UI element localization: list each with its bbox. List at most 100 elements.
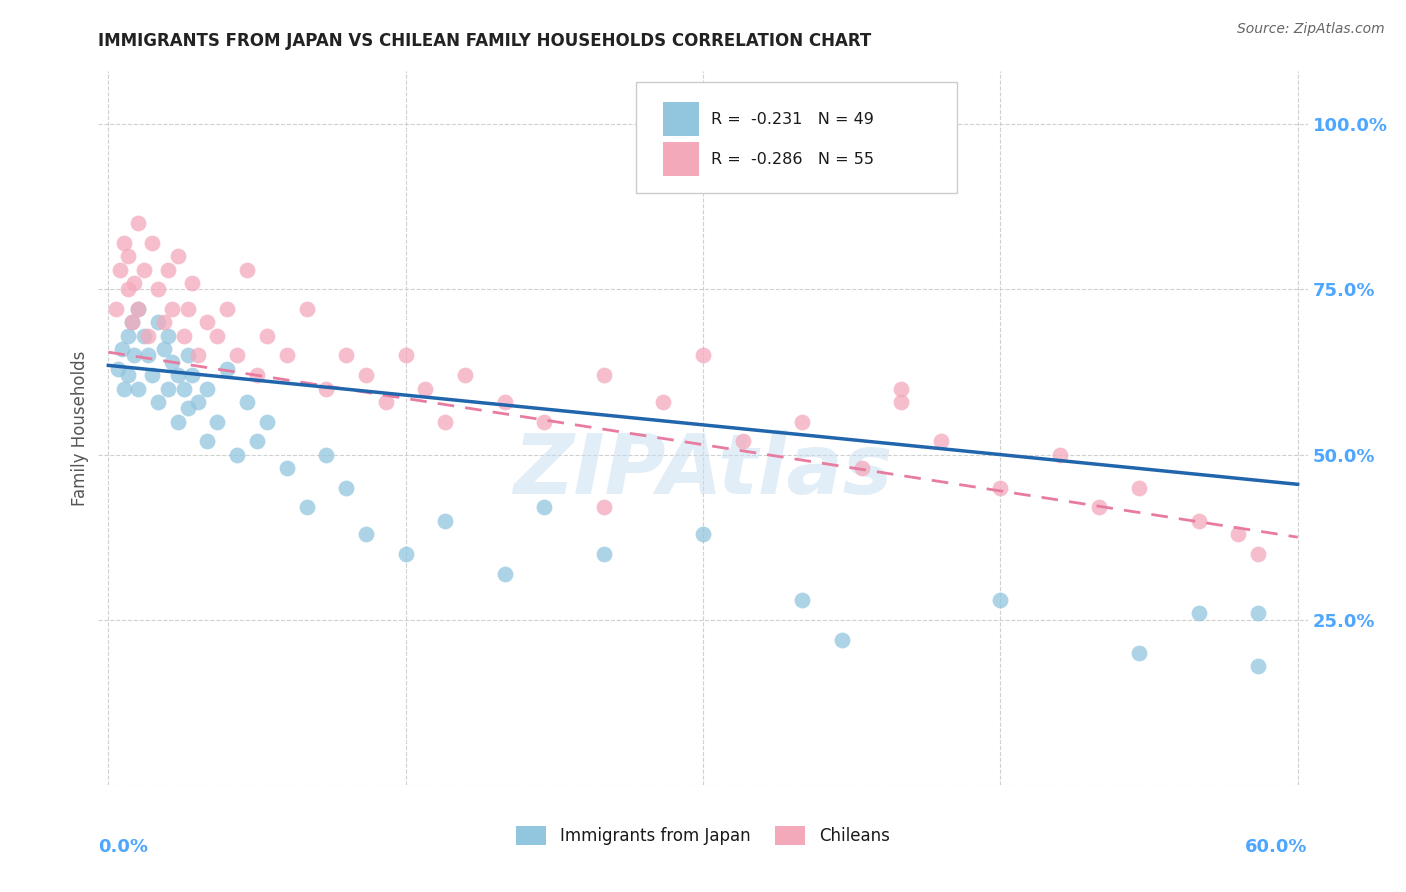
Point (395, 547, 418, 561)
Point (415, 382, 437, 396)
Point (146, 315, 169, 329)
Point (186, 394, 208, 409)
Point (652, 394, 675, 409)
Point (236, 394, 259, 409)
Point (454, 368, 477, 383)
Point (112, 236, 135, 251)
Point (790, 593, 813, 607)
Point (107, 361, 129, 376)
Point (1128, 481, 1150, 495)
Point (335, 481, 357, 495)
Point (256, 328, 278, 343)
Point (890, 382, 912, 396)
Point (354, 368, 377, 383)
Point (127, 302, 149, 317)
Point (731, 434, 754, 449)
Point (132, 328, 155, 343)
Point (593, 547, 616, 561)
Point (160, 302, 183, 317)
Point (226, 349, 249, 363)
Point (226, 448, 249, 462)
Point (246, 368, 269, 383)
Point (176, 302, 198, 317)
Point (988, 593, 1011, 607)
Point (156, 328, 179, 343)
Point (136, 349, 159, 363)
Point (295, 302, 318, 317)
Legend: Immigrants from Japan, Chileans: Immigrants from Japan, Chileans (510, 819, 896, 852)
Point (173, 328, 195, 343)
Point (197, 382, 219, 396)
Point (156, 382, 179, 396)
Text: R =  -0.231   N = 49: R = -0.231 N = 49 (711, 112, 875, 127)
Point (197, 315, 219, 329)
Bar (664, 142, 699, 177)
Point (146, 394, 169, 409)
Point (122, 349, 145, 363)
Point (105, 302, 128, 317)
Point (1088, 500, 1111, 515)
Text: 0.0%: 0.0% (98, 838, 149, 856)
Point (141, 236, 163, 251)
Point (173, 382, 195, 396)
Point (295, 500, 318, 515)
Point (890, 394, 912, 409)
Point (197, 434, 219, 449)
Text: ZIPAtlas: ZIPAtlas (513, 431, 893, 511)
Point (176, 349, 198, 363)
Point (593, 368, 616, 383)
Point (110, 262, 132, 277)
Point (1247, 547, 1270, 561)
Point (1128, 646, 1150, 660)
Point (111, 342, 134, 356)
Text: 60.0%: 60.0% (1246, 838, 1308, 856)
Point (180, 276, 202, 290)
Point (494, 566, 516, 581)
Point (276, 460, 298, 475)
Point (256, 415, 278, 429)
Point (434, 415, 457, 429)
Point (315, 448, 337, 462)
Point (593, 500, 616, 515)
Point (117, 249, 139, 263)
Point (121, 315, 143, 329)
Point (207, 328, 229, 343)
Point (335, 349, 357, 363)
Point (146, 282, 169, 296)
Point (276, 349, 298, 363)
Point (1227, 527, 1250, 541)
Point (790, 415, 813, 429)
Bar (664, 102, 699, 136)
Point (831, 632, 853, 647)
Point (1187, 606, 1209, 620)
Point (851, 460, 873, 475)
Point (166, 415, 188, 429)
Point (374, 394, 396, 409)
Point (315, 382, 337, 396)
Point (217, 361, 239, 376)
Text: IMMIGRANTS FROM JAPAN VS CHILEAN FAMILY HOUSEHOLDS CORRELATION CHART: IMMIGRANTS FROM JAPAN VS CHILEAN FAMILY … (98, 32, 872, 50)
Point (166, 249, 188, 263)
Point (236, 262, 259, 277)
Point (434, 514, 457, 528)
Point (1187, 514, 1209, 528)
Point (122, 276, 145, 290)
Point (127, 216, 149, 230)
Point (153, 315, 176, 329)
Point (692, 349, 714, 363)
Point (132, 262, 155, 277)
Point (156, 262, 179, 277)
Point (186, 349, 208, 363)
Point (117, 328, 139, 343)
Point (246, 434, 269, 449)
Point (176, 401, 198, 416)
Text: R =  -0.286   N = 55: R = -0.286 N = 55 (711, 152, 875, 167)
Text: Source: ZipAtlas.com: Source: ZipAtlas.com (1237, 22, 1385, 37)
Point (160, 355, 183, 369)
Point (929, 434, 952, 449)
Point (112, 382, 135, 396)
Point (180, 368, 202, 383)
Point (988, 481, 1011, 495)
Point (166, 368, 188, 383)
Point (141, 368, 163, 383)
